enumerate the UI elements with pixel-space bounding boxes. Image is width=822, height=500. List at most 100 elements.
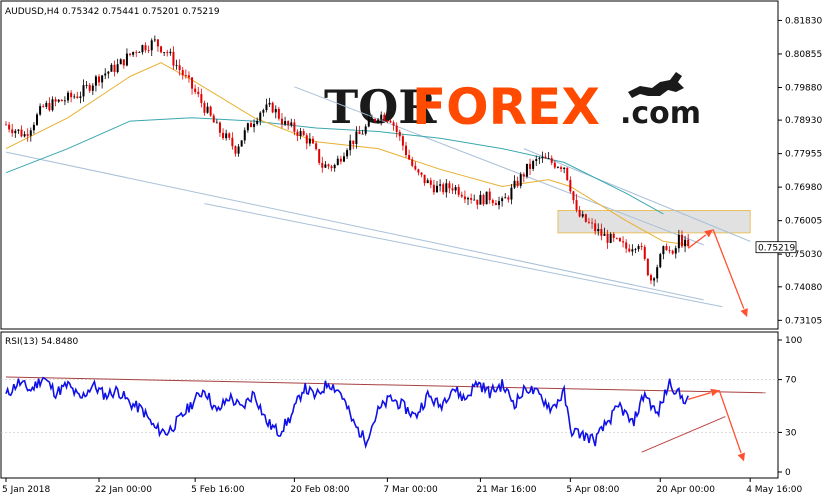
price-tick-label: 0.75030: [785, 250, 822, 260]
candle: [290, 118, 293, 128]
price-tick-label: 0.76005: [785, 217, 822, 227]
candle: [311, 135, 314, 144]
candle: [426, 178, 429, 184]
candle: [296, 129, 299, 142]
channel-lower-line: [5, 151, 704, 301]
candle: [370, 114, 373, 120]
candle-body: [104, 73, 107, 76]
price-tick-label: 0.81830: [785, 16, 822, 26]
current-price-box: [755, 241, 797, 254]
candle-body: [609, 233, 612, 243]
candle: [315, 141, 318, 151]
candle: [119, 58, 122, 65]
candle-body: [82, 85, 85, 97]
time-tick-label: 22 Jan 00:00: [95, 485, 152, 495]
candle-body: [14, 130, 17, 134]
candle-body: [532, 160, 535, 169]
candle-body: [373, 118, 376, 121]
candle: [342, 152, 345, 163]
rsi-trendline-upper: [5, 376, 766, 394]
candle-body: [448, 183, 451, 189]
candle: [442, 182, 445, 195]
candle-body: [646, 258, 649, 276]
candle-body: [674, 248, 677, 254]
candle: [547, 151, 550, 160]
rsi-panel: [0, 331, 779, 479]
candle-body: [265, 104, 268, 111]
candle-body: [445, 183, 448, 193]
candle: [67, 90, 70, 104]
candle: [141, 44, 144, 55]
price-tick-label: 0.77955: [785, 150, 822, 160]
candle-body: [392, 122, 395, 126]
candle: [51, 96, 54, 112]
candle: [26, 128, 29, 142]
candle-body: [290, 122, 293, 126]
candle: [122, 59, 125, 69]
candle: [544, 153, 547, 159]
candle-body: [591, 222, 594, 224]
candle-body: [386, 120, 389, 122]
candle: [215, 119, 218, 124]
candle-body: [88, 84, 91, 91]
candle: [389, 119, 392, 123]
rsi-title: RSI(13) 54.8480: [5, 337, 78, 347]
candle-body: [79, 96, 82, 98]
candle-body: [680, 234, 683, 247]
candle-body: [498, 201, 501, 206]
candle-body: [488, 191, 491, 201]
candle: [349, 134, 352, 156]
candle: [48, 97, 51, 112]
candle: [398, 129, 401, 141]
candle-body: [76, 96, 79, 98]
candle: [556, 166, 559, 169]
candle-body: [212, 115, 215, 123]
candle-body: [169, 51, 172, 54]
time-tick-label: 5 Apr 08:00: [566, 485, 619, 495]
candle-body: [253, 123, 256, 128]
candle-body: [287, 121, 290, 126]
ma-slow-line: [5, 117, 664, 215]
candle-body: [414, 165, 417, 170]
candle-body: [470, 198, 473, 200]
bull-icon: [628, 72, 684, 98]
candle: [14, 129, 17, 138]
candle-body: [491, 200, 494, 204]
candle-body: [395, 125, 398, 132]
candle-body: [330, 166, 333, 169]
candle-body: [535, 159, 538, 161]
candle: [60, 99, 63, 102]
candle: [538, 156, 541, 165]
candle: [405, 141, 408, 158]
candle: [101, 74, 104, 89]
candle-body: [321, 162, 324, 168]
candle-body: [48, 102, 51, 111]
candle: [42, 104, 45, 108]
candle-body: [277, 108, 280, 119]
candle-body: [525, 163, 528, 177]
candle: [377, 118, 380, 124]
candle-body: [575, 200, 578, 210]
candle-body: [206, 106, 209, 113]
time-tick-label: 5 Feb 16:00: [191, 485, 245, 495]
candle: [606, 229, 609, 249]
candle: [5, 121, 7, 126]
candle: [57, 98, 60, 103]
candle-body: [166, 52, 169, 54]
candle: [243, 127, 246, 144]
candle-body: [187, 75, 190, 78]
candle: [110, 63, 113, 72]
candle: [448, 180, 451, 194]
candle: [550, 155, 553, 166]
candle: [172, 46, 175, 70]
candle-body: [222, 132, 225, 139]
time-axis: 5 Jan 2018 22 Jan 00:00 5 Feb 16:00 20 Feb …: [2, 478, 802, 495]
candle-body: [569, 180, 572, 192]
candle-body: [225, 133, 228, 139]
candle-body: [125, 53, 128, 66]
candle-body: [665, 246, 668, 251]
candle-body: [160, 46, 163, 53]
candle-body: [603, 233, 606, 236]
candle-body: [553, 162, 556, 168]
